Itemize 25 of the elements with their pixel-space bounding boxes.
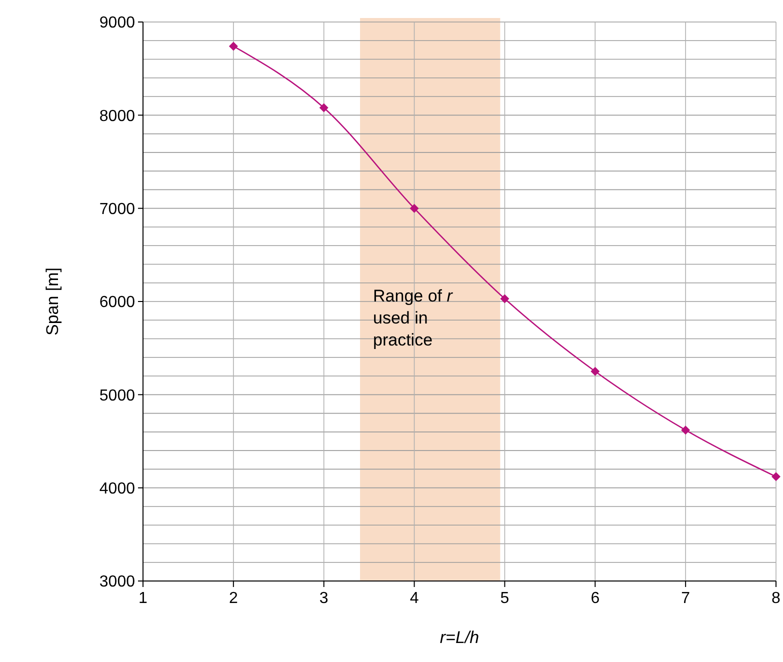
y-axis-title: Span [m] bbox=[43, 267, 62, 336]
point bbox=[410, 204, 419, 213]
x-tick-label: 6 bbox=[590, 590, 600, 607]
y-tick-label: 4000 bbox=[99, 480, 136, 498]
y-tick-label: 9000 bbox=[99, 14, 136, 32]
y-tick-label: 8000 bbox=[99, 108, 136, 125]
point bbox=[681, 426, 690, 435]
point bbox=[590, 366, 600, 376]
x-tick-label: 8 bbox=[772, 590, 781, 607]
y-tick-label: 7000 bbox=[99, 200, 136, 218]
x-tick-label: 5 bbox=[500, 590, 510, 607]
x-tick-label: 3 bbox=[319, 590, 328, 607]
point bbox=[772, 472, 780, 482]
y-tick-label: 6000 bbox=[99, 294, 136, 312]
point bbox=[228, 42, 238, 51]
x-axis-title: r=L/h bbox=[440, 628, 480, 647]
y-tick-label: 3000 bbox=[99, 574, 136, 591]
x-tick-label: 7 bbox=[681, 590, 690, 607]
text: Range of r used in practice bbox=[373, 286, 452, 350]
x-tick-label: 2 bbox=[228, 590, 238, 607]
x-tick-label: 1 bbox=[138, 590, 148, 607]
x-tick-label: 4 bbox=[410, 590, 419, 607]
point bbox=[500, 294, 510, 304]
point bbox=[319, 103, 328, 112]
y-tick-label: 5000 bbox=[99, 387, 136, 404]
